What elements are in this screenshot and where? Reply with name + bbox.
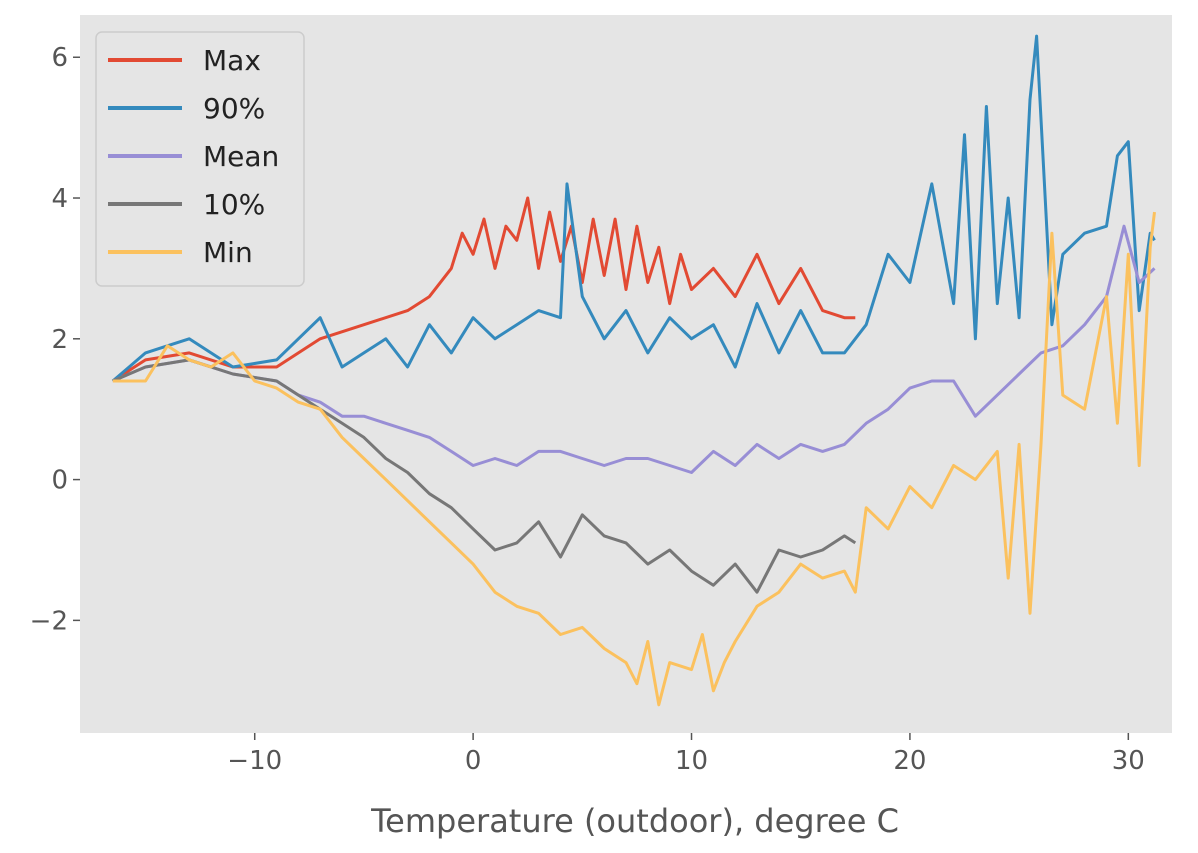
x-axis-label: Temperature (outdoor), degree C [370,802,899,840]
y-tick-label: 6 [51,43,68,73]
x-tick-label: 30 [1112,746,1145,776]
series-line-max [111,196,856,383]
legend-label-90pct: 90% [203,92,265,125]
y-ticks: −2 0 2 4 6 [30,43,80,636]
series-line-90pct [111,34,1156,383]
legend-items: Max 90% Mean 10% Min [108,44,279,269]
legend: Max 90% Mean 10% Min [95,31,305,287]
y-tick-label: −2 [30,606,68,636]
x-tick-label: 10 [675,746,708,776]
y-tick-label: 0 [51,466,68,496]
series-layer [111,34,1156,707]
y-tick-label: 2 [51,325,68,355]
legend-label-mean: Mean [203,140,279,173]
legend-label-max: Max [203,44,261,77]
legend-label-min: Min [203,236,253,269]
legend-label-10pct: 10% [203,188,265,221]
x-tick-label: −10 [227,746,282,776]
y-tick-label: 4 [51,184,68,214]
series-line-min [112,211,1156,707]
x-ticks: −10 0 10 20 30 [227,733,1145,776]
series-line-10pct [112,358,857,594]
series-line-mean [112,224,1156,474]
x-tick-label: 0 [465,746,482,776]
x-tick-label: 20 [893,746,926,776]
legend-box [95,31,305,287]
